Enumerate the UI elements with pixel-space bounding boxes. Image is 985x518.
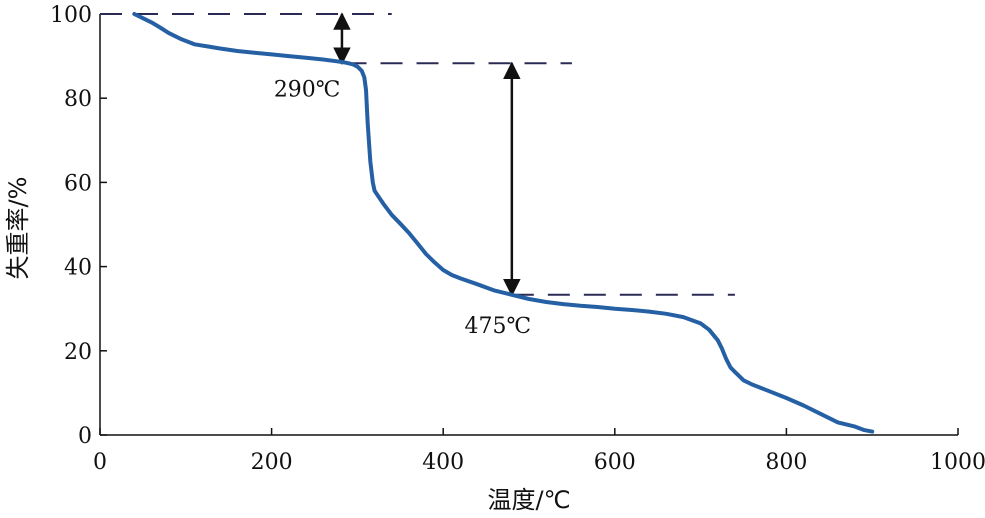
x-tick-label: 0 [93,450,107,475]
annotation-label: 475℃ [465,314,532,339]
x-tick-label: 200 [251,450,293,475]
reference-lines [100,13,735,296]
annotation-label: 290℃ [274,77,341,102]
y-tick-label: 0 [78,424,92,449]
x-tick-label: 600 [594,450,636,475]
y-tick-label: 80 [64,87,92,112]
y-tick-label: 40 [64,256,92,281]
y-axis-title: 失重率/% [4,177,32,280]
x-tick-label: 800 [765,450,807,475]
x-ticks: 0 200 400 600 800 1000 [93,428,985,475]
annotations: 290℃ 475℃ [274,77,531,339]
x-axis-title: 温度/℃ [487,486,570,514]
y-tick-label: 100 [50,3,92,28]
x-tick-label: 1000 [930,450,985,475]
axes [99,14,958,436]
arrows [333,12,521,297]
series-line [132,12,875,434]
x-tick-label: 400 [422,450,464,475]
y-tick-label: 60 [64,171,92,196]
y-ticks: 0 20 40 60 80 100 [50,3,107,449]
y-tick-label: 20 [64,340,92,365]
